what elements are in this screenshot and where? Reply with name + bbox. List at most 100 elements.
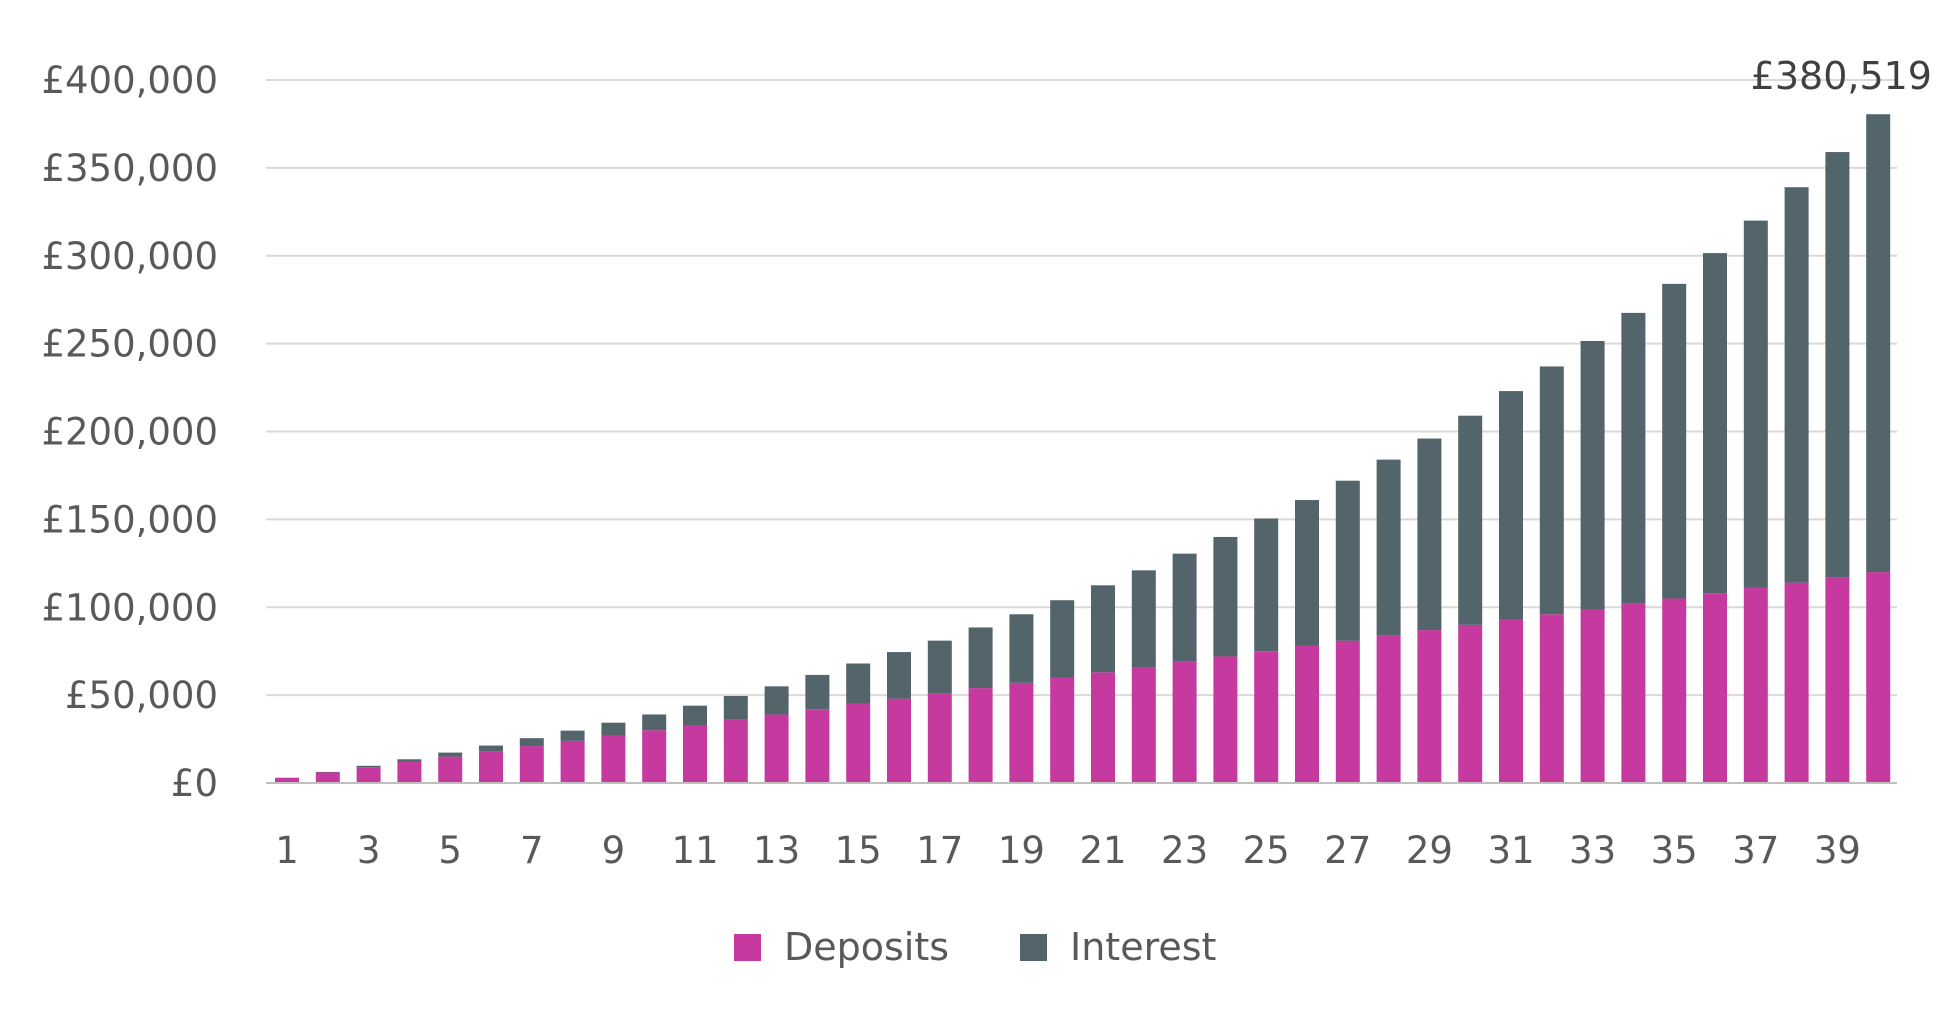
bar-segment-interest	[1050, 600, 1075, 678]
bar-segment-interest	[601, 722, 626, 736]
bar-segment-deposits	[1295, 645, 1319, 783]
x-tick-label: 17	[916, 829, 963, 872]
bar-segment-deposits	[1825, 577, 1850, 783]
bar-segment-deposits	[1499, 619, 1523, 783]
bar-segment-interest	[1825, 152, 1850, 578]
bar-segment-deposits	[601, 735, 626, 783]
axes: £0 £50,000 £100,000 £150,000 £200,000 £250,00…	[41, 59, 1897, 872]
bar-segment-interest	[1376, 459, 1401, 636]
bar-segment-interest	[1213, 536, 1238, 657]
bar-segment-interest	[683, 705, 707, 726]
bar-segment-deposits	[1131, 667, 1156, 783]
bar-segment-interest	[560, 730, 585, 741]
legend: Deposits Interest	[734, 925, 1216, 969]
bar-segment-deposits	[723, 719, 748, 783]
bar-segment-interest	[1784, 187, 1809, 583]
bar-segment-deposits	[1213, 656, 1238, 783]
x-tick-label: 25	[1243, 829, 1290, 872]
bar-segment-interest	[1295, 500, 1319, 646]
bar-segment-deposits	[1580, 609, 1605, 783]
bar-segment-interest	[1743, 220, 1768, 588]
bar-segment-deposits	[1621, 603, 1646, 783]
bar-segment-interest	[805, 674, 830, 710]
bar-segment-deposits	[764, 714, 789, 783]
y-tick-label: £200,000	[41, 411, 218, 454]
bar-segment-interest	[1172, 553, 1197, 662]
bar-segment-interest	[1866, 114, 1891, 573]
y-tick-label: £250,000	[41, 323, 218, 366]
bar-segment-deposits	[1050, 677, 1075, 783]
x-tick-label: 15	[835, 829, 882, 872]
y-tick-label: £300,000	[41, 235, 218, 278]
y-tick-label: £400,000	[41, 59, 218, 102]
x-tick-label: 39	[1814, 829, 1861, 872]
bar-segment-deposits	[1703, 593, 1727, 783]
bar-segment-interest	[1662, 283, 1687, 599]
bar-segment-deposits	[479, 751, 503, 783]
bar-segment-deposits	[1172, 661, 1197, 783]
bar-segment-interest	[723, 696, 748, 720]
bar-segment-deposits	[1743, 587, 1768, 783]
bar-segment-deposits	[1009, 682, 1034, 783]
bar-segment-interest	[968, 627, 993, 689]
x-tick-label: 27	[1324, 829, 1371, 872]
x-tick-label: 29	[1406, 829, 1453, 872]
bar-segment-deposits	[1417, 630, 1442, 783]
bar-segment-deposits	[683, 725, 707, 783]
bar-segment-interest	[764, 686, 789, 715]
x-tick-label: 5	[438, 829, 462, 872]
labels: £380,519	[1751, 54, 1932, 98]
data-label: £380,519	[1751, 54, 1932, 98]
bar-segment-deposits	[927, 693, 952, 783]
bar-segment-interest	[356, 765, 381, 768]
y-tick-label: £0	[171, 762, 218, 805]
bar-segment-deposits	[315, 772, 340, 783]
bar-segment-interest	[1458, 415, 1483, 625]
bar-segment-deposits	[805, 709, 830, 783]
bar-segment-deposits	[642, 730, 667, 783]
bar-segment-deposits	[1254, 651, 1279, 783]
bar-segment-interest	[1335, 480, 1360, 641]
bar-segment-deposits	[519, 746, 544, 783]
bar-segment-interest	[479, 745, 503, 752]
legend-label-interest: Interest	[1070, 925, 1216, 969]
bar-segment-deposits	[397, 761, 422, 783]
bar-segment-deposits	[1335, 640, 1360, 783]
bar-segment-deposits	[887, 698, 911, 783]
bar-segment-interest	[1254, 518, 1279, 652]
bar-segment-deposits	[1091, 672, 1115, 783]
x-tick-label: 11	[671, 829, 718, 872]
bar-segment-interest	[1417, 438, 1442, 631]
y-tick-label: £150,000	[41, 498, 218, 541]
bar-segment-interest	[1499, 391, 1523, 620]
x-tick-label: 31	[1487, 829, 1534, 872]
bar-segment-deposits	[1662, 598, 1687, 783]
bar-segment-interest	[642, 714, 667, 731]
legend-swatch-interest	[1020, 934, 1047, 961]
bar-segment-interest	[1131, 570, 1156, 668]
y-tick-label: £350,000	[41, 147, 218, 190]
x-tick-label: 3	[357, 829, 381, 872]
bar-segment-interest	[846, 663, 871, 704]
bar-segment-interest	[1703, 253, 1727, 594]
x-tick-label: 13	[753, 829, 800, 872]
x-tick-label: 21	[1079, 829, 1126, 872]
bar-segment-deposits	[1539, 614, 1564, 783]
x-tick-label: 37	[1732, 829, 1779, 872]
bar-segment-deposits	[1458, 624, 1483, 783]
x-tick-label: 9	[602, 829, 626, 872]
x-tick-label: 35	[1651, 829, 1698, 872]
bars	[275, 114, 1891, 783]
bar-segment-interest	[1539, 366, 1564, 615]
bar-segment-deposits	[275, 777, 299, 783]
bar-segment-interest	[397, 759, 422, 762]
y-tick-label: £50,000	[65, 674, 218, 717]
x-tick-label: 33	[1569, 829, 1616, 872]
bar-segment-interest	[1091, 585, 1115, 673]
gridlines	[266, 79, 1897, 697]
bar-segment-interest	[887, 652, 911, 699]
y-tick-label: £100,000	[41, 586, 218, 629]
bar-segment-interest	[927, 640, 952, 694]
bar-segment-deposits	[846, 703, 871, 783]
